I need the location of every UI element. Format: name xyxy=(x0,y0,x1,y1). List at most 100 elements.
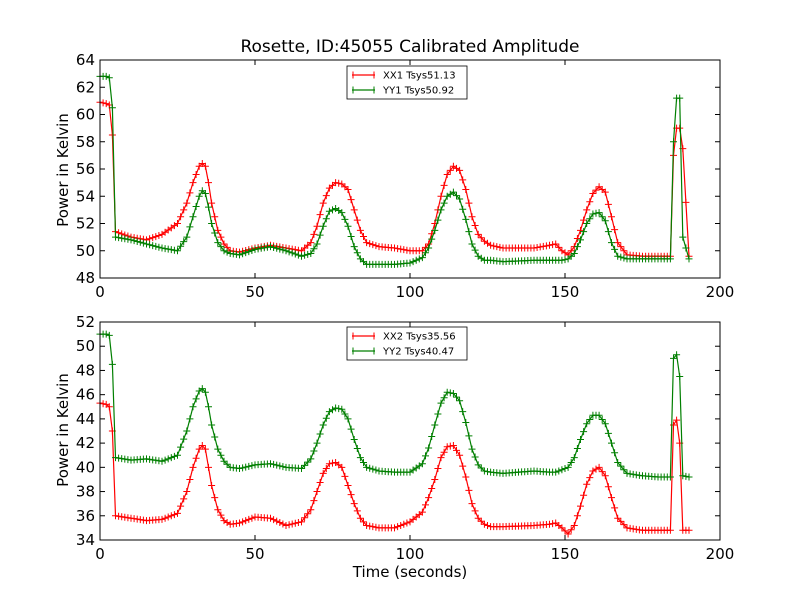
data-point-marker xyxy=(601,472,609,480)
data-point-marker xyxy=(614,252,622,260)
y-tick-label: 52 xyxy=(76,215,95,233)
data-point-marker xyxy=(99,400,107,408)
data-point-marker xyxy=(223,460,231,468)
data-point-marker xyxy=(434,410,442,418)
data-point-marker xyxy=(440,199,448,207)
series-top-1 xyxy=(96,98,693,260)
data-point-marker xyxy=(304,250,312,258)
legend-marker xyxy=(352,347,375,355)
data-point-marker xyxy=(285,521,293,529)
data-point-marker xyxy=(338,463,346,471)
data-point-marker xyxy=(267,514,274,522)
y-tick-label: 64 xyxy=(76,51,95,69)
data-point-marker xyxy=(174,451,181,459)
data-point-marker xyxy=(539,242,547,250)
data-point-marker xyxy=(484,521,491,529)
x-tick-label: 100 xyxy=(396,545,425,563)
data-point-marker xyxy=(313,439,321,447)
data-point-marker xyxy=(468,213,476,221)
data-point-marker xyxy=(298,518,305,526)
data-point-marker xyxy=(316,231,324,239)
data-point-marker xyxy=(611,449,619,457)
data-point-marker xyxy=(456,166,464,174)
data-point-marker xyxy=(344,185,352,193)
data-point-marker xyxy=(372,523,380,531)
data-point-marker xyxy=(471,453,479,461)
x-tick-label: 0 xyxy=(95,283,105,301)
data-point-marker xyxy=(552,240,560,248)
data-point-marker xyxy=(155,231,163,239)
data-point-marker xyxy=(149,234,157,242)
data-point-marker xyxy=(356,226,364,234)
data-point-marker xyxy=(223,248,231,256)
legend-marker xyxy=(352,71,375,79)
data-point-marker xyxy=(322,192,330,200)
y-tick-label: 50 xyxy=(76,242,95,260)
y-tick-label: 38 xyxy=(76,483,95,501)
data-point-marker xyxy=(549,241,557,249)
data-point-marker xyxy=(673,416,681,424)
data-point-marker xyxy=(570,249,578,257)
data-point-marker xyxy=(620,254,628,262)
data-point-marker xyxy=(604,200,612,208)
y-tick-label: 52 xyxy=(76,313,95,331)
y-tick-label: 56 xyxy=(76,160,95,178)
data-point-marker xyxy=(99,99,107,107)
data-point-marker xyxy=(676,373,684,380)
panel-bottom: Power in Kelvin 0 50 100 150 200 34 36 38 40 42 44… xyxy=(54,313,734,563)
data-point-marker xyxy=(146,235,154,243)
panel-top: Power in Kelvin 0 50 100 150 200 48 50 52 54 56 58… xyxy=(54,51,734,301)
data-point-marker xyxy=(322,414,330,422)
data-point-marker xyxy=(353,249,361,257)
data-point-marker xyxy=(682,198,690,206)
data-point-marker xyxy=(245,515,253,523)
data-point-marker xyxy=(589,210,597,218)
data-point-marker xyxy=(570,454,578,462)
data-point-marker xyxy=(267,243,274,251)
data-point-marker xyxy=(493,243,501,251)
legend-box xyxy=(346,326,468,361)
data-point-marker xyxy=(316,211,324,219)
data-point-marker xyxy=(186,475,194,483)
data-point-marker xyxy=(338,405,346,413)
data-point-marker xyxy=(205,463,212,471)
data-point-marker xyxy=(164,455,172,463)
data-point-marker xyxy=(595,463,603,471)
data-point-marker xyxy=(490,242,498,250)
data-point-marker xyxy=(586,198,594,206)
data-point-marker xyxy=(344,482,352,489)
data-point-marker xyxy=(583,420,591,428)
data-point-marker xyxy=(332,404,340,412)
x-tick-label: 150 xyxy=(551,283,580,301)
data-point-marker xyxy=(440,181,448,189)
data-point-marker xyxy=(282,521,290,529)
data-point-marker xyxy=(236,465,243,473)
data-point-marker xyxy=(307,455,315,463)
data-point-marker xyxy=(676,94,684,102)
data-point-marker xyxy=(549,520,557,528)
y-tick-label: 48 xyxy=(76,269,95,287)
data-point-marker xyxy=(239,250,247,258)
data-point-marker xyxy=(666,473,674,481)
legend-bottom: XX2 Tsys35.56 YY2 Tsys40.47 xyxy=(346,326,468,361)
data-point-marker xyxy=(329,406,336,414)
data-point-marker xyxy=(561,256,569,264)
data-point-marker xyxy=(177,242,185,250)
data-point-marker xyxy=(291,519,299,527)
data-point-marker xyxy=(167,246,175,254)
legend-label: YY2 Tsys40.47 xyxy=(382,347,454,358)
data-point-marker xyxy=(236,251,243,259)
data-point-marker xyxy=(471,246,479,254)
series-line xyxy=(99,402,689,535)
data-point-marker xyxy=(310,497,318,505)
data-point-marker xyxy=(288,520,296,528)
data-point-marker xyxy=(567,526,575,534)
data-point-marker xyxy=(428,235,436,243)
data-point-marker xyxy=(198,385,206,393)
data-point-marker xyxy=(477,464,485,472)
data-point-marker xyxy=(161,245,169,253)
data-point-marker xyxy=(304,458,312,466)
data-point-marker xyxy=(180,238,188,246)
data-point-marker xyxy=(580,428,588,436)
